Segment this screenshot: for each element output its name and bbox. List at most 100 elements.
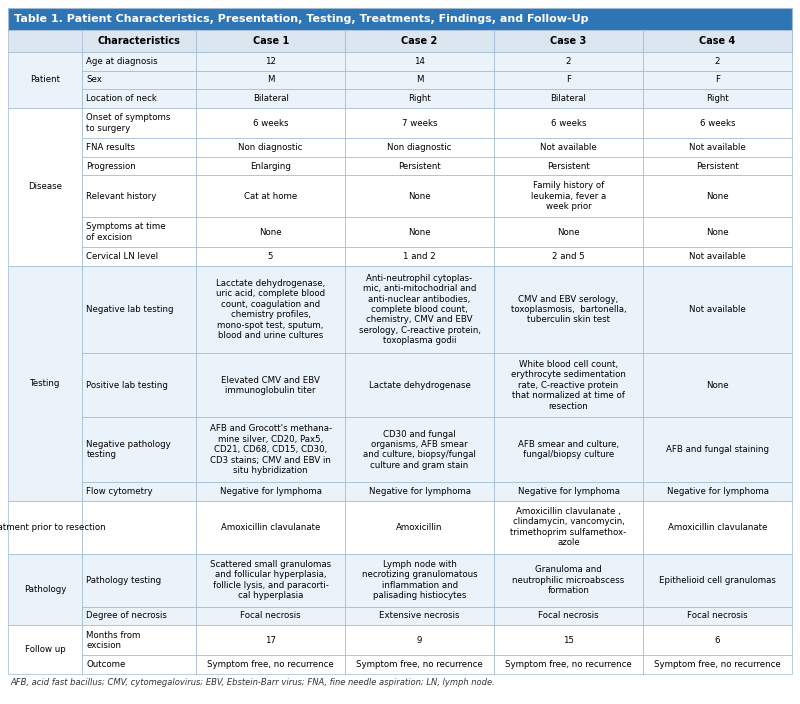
Bar	[494, 625, 643, 655]
Text: Negative for lymphoma: Negative for lymphoma	[369, 486, 470, 496]
Text: AFB, acid fast bacillus; CMV, cytomegalovirus; EBV, Ebstein-Barr virus; FNA, fin: AFB, acid fast bacillus; CMV, cytomegalo…	[10, 678, 494, 687]
Bar	[82, 138, 196, 157]
Bar	[82, 217, 196, 247]
Bar	[82, 353, 196, 417]
Text: Non diagnostic: Non diagnostic	[238, 143, 303, 152]
Text: Bilateral: Bilateral	[550, 94, 586, 103]
Text: Positive lab testing: Positive lab testing	[86, 381, 168, 390]
Bar	[345, 655, 494, 674]
Text: Characteristics: Characteristics	[98, 36, 181, 46]
Bar	[494, 217, 643, 247]
Text: None: None	[706, 191, 729, 201]
Bar	[345, 217, 494, 247]
Text: 9: 9	[417, 636, 422, 645]
Bar	[196, 501, 345, 553]
Text: Symptom free, no recurrence: Symptom free, no recurrence	[207, 660, 334, 670]
Bar	[82, 157, 196, 175]
Bar	[196, 265, 345, 353]
Text: 12: 12	[265, 57, 276, 66]
Bar	[8, 501, 82, 553]
Bar	[8, 8, 792, 30]
Text: Follow up: Follow up	[25, 645, 66, 654]
Bar	[8, 553, 82, 625]
Bar	[196, 417, 345, 482]
Text: Negative for lymphoma: Negative for lymphoma	[518, 486, 619, 496]
Bar	[643, 175, 792, 217]
Text: Lymph node with
necrotizing granulomatous
inflammation and
palisading histiocyte: Lymph node with necrotizing granulomatou…	[362, 560, 478, 601]
Text: Pathology: Pathology	[24, 585, 66, 594]
Bar	[494, 175, 643, 217]
Text: Pathology testing: Pathology testing	[86, 576, 162, 584]
Text: Elevated CMV and EBV
immunoglobulin titer: Elevated CMV and EBV immunoglobulin tite…	[222, 375, 320, 395]
Text: 5: 5	[268, 252, 274, 261]
Text: Anti-neutrophil cytoplas-
mic, anti-mitochodrial and
anti-nuclear antibodies,
co: Anti-neutrophil cytoplas- mic, anti-mito…	[358, 274, 481, 345]
Bar	[494, 70, 643, 89]
Bar	[494, 89, 643, 108]
Bar	[8, 625, 82, 674]
Text: Symptom free, no recurrence: Symptom free, no recurrence	[505, 660, 632, 670]
Text: Amoxicillin clavulanate: Amoxicillin clavulanate	[668, 522, 767, 532]
Bar	[643, 553, 792, 607]
Bar	[494, 247, 643, 265]
Text: Not available: Not available	[689, 252, 746, 261]
Bar	[82, 70, 196, 89]
Bar	[494, 157, 643, 175]
Bar	[196, 52, 345, 70]
Bar	[345, 482, 494, 501]
Text: Non diagnostic: Non diagnostic	[387, 143, 452, 152]
Text: Age at diagnosis: Age at diagnosis	[86, 57, 158, 66]
Text: Right: Right	[408, 94, 431, 103]
Text: None: None	[259, 227, 282, 237]
Text: Granuloma and
neutrophilic microabscess
formation: Granuloma and neutrophilic microabscess …	[513, 565, 625, 595]
Bar	[196, 353, 345, 417]
Bar	[196, 138, 345, 157]
Bar	[643, 138, 792, 157]
Text: CMV and EBV serology,
toxoplasmosis,  bartonella,
tuberculin skin test: CMV and EBV serology, toxoplasmosis, bar…	[510, 294, 626, 325]
Bar	[643, 52, 792, 70]
Text: M: M	[416, 75, 423, 84]
Bar	[494, 30, 643, 52]
Text: AFB and Grocott's methana-
mine silver, CD20, Pax5,
CD21, CD68, CD15, CD30,
CD3 : AFB and Grocott's methana- mine silver, …	[210, 425, 332, 475]
Bar	[196, 70, 345, 89]
Bar	[196, 175, 345, 217]
Text: Negative pathology
testing: Negative pathology testing	[86, 440, 171, 460]
Bar	[345, 175, 494, 217]
Bar	[82, 108, 196, 138]
Text: Patient: Patient	[30, 75, 60, 84]
Text: Focal necrosis: Focal necrosis	[687, 611, 748, 620]
Bar	[196, 655, 345, 674]
Bar	[196, 89, 345, 108]
Bar	[196, 217, 345, 247]
Text: Outcome: Outcome	[86, 660, 126, 670]
Text: None: None	[706, 227, 729, 237]
Text: Negative lab testing: Negative lab testing	[86, 305, 174, 314]
Bar	[196, 625, 345, 655]
Bar	[643, 157, 792, 175]
Text: 6: 6	[714, 636, 720, 645]
Bar	[643, 501, 792, 553]
Bar	[196, 157, 345, 175]
Text: Symptom free, no recurrence: Symptom free, no recurrence	[654, 660, 781, 670]
Bar	[196, 247, 345, 265]
Text: AFB smear and culture,
fungal/biopsy culture: AFB smear and culture, fungal/biopsy cul…	[518, 440, 619, 460]
Bar	[345, 265, 494, 353]
Bar	[82, 265, 196, 353]
Text: None: None	[408, 191, 431, 201]
Bar	[494, 501, 643, 553]
Text: Focal necrosis: Focal necrosis	[538, 611, 599, 620]
Bar	[196, 607, 345, 625]
Text: Bilateral: Bilateral	[253, 94, 289, 103]
Bar	[345, 353, 494, 417]
Text: Months from
excision: Months from excision	[86, 631, 141, 650]
Bar	[8, 108, 82, 265]
Bar	[643, 70, 792, 89]
Text: 2 and 5: 2 and 5	[552, 252, 585, 261]
Bar	[196, 108, 345, 138]
Text: Relevant history: Relevant history	[86, 191, 157, 201]
Bar	[643, 353, 792, 417]
Text: 2: 2	[566, 57, 571, 66]
Bar	[494, 138, 643, 157]
Text: Location of neck: Location of neck	[86, 94, 158, 103]
Bar	[82, 482, 196, 501]
Text: None: None	[558, 227, 580, 237]
